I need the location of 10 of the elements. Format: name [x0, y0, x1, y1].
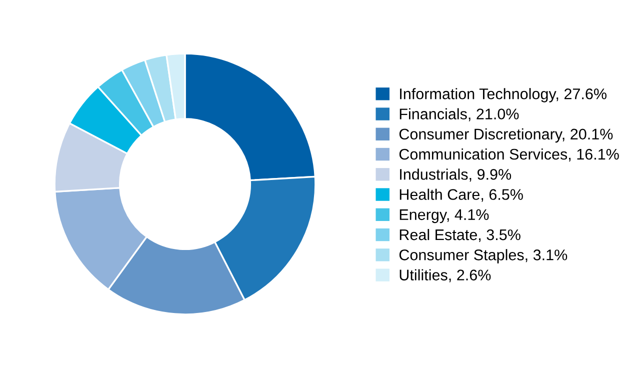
legend-label: Energy, 4.1% — [400, 209, 489, 224]
legend-label: Industrials, 9.9% — [400, 168, 512, 182]
legend-label: Communication Services, 16.1% — [399, 148, 619, 162]
legend-label: Consumer Staples, 3.1% — [399, 249, 568, 264]
legend-label: Financials, 21.0% — [400, 108, 519, 122]
legend-label: Information Technology, 27.6% — [400, 88, 606, 102]
legend-label: Real Estate, 3.5% — [400, 228, 520, 242]
legend-label: Health Care, 6.5% — [400, 188, 523, 202]
legend-label: Utilities, 2.6% — [400, 269, 491, 282]
legend-label: Consumer Discretionary, 20.1% — [399, 128, 613, 143]
